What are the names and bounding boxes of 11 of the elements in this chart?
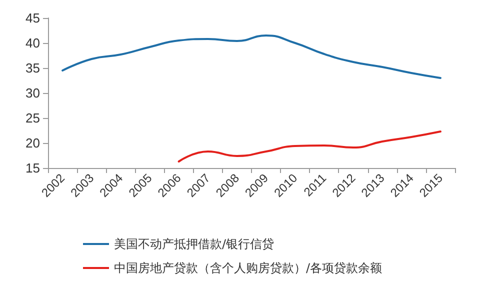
- y-tick-label: 45: [26, 10, 40, 26]
- y-tick-label: 25: [26, 110, 40, 126]
- line-series: [62, 34, 442, 79]
- y-tick-label: 35: [26, 60, 40, 76]
- y-tick-label: 30: [26, 86, 40, 100]
- line-series: [178, 130, 442, 162]
- y-tick-label: 15: [26, 160, 40, 176]
- legend-label: 中国房地产贷款（含个人购房贷款）/各项贷款余额: [114, 261, 382, 275]
- y-tick-label: 20: [26, 136, 40, 150]
- y-tick-label: 40: [26, 36, 40, 50]
- legend-label: 美国不动产抵押借款/银行信贷: [114, 237, 274, 251]
